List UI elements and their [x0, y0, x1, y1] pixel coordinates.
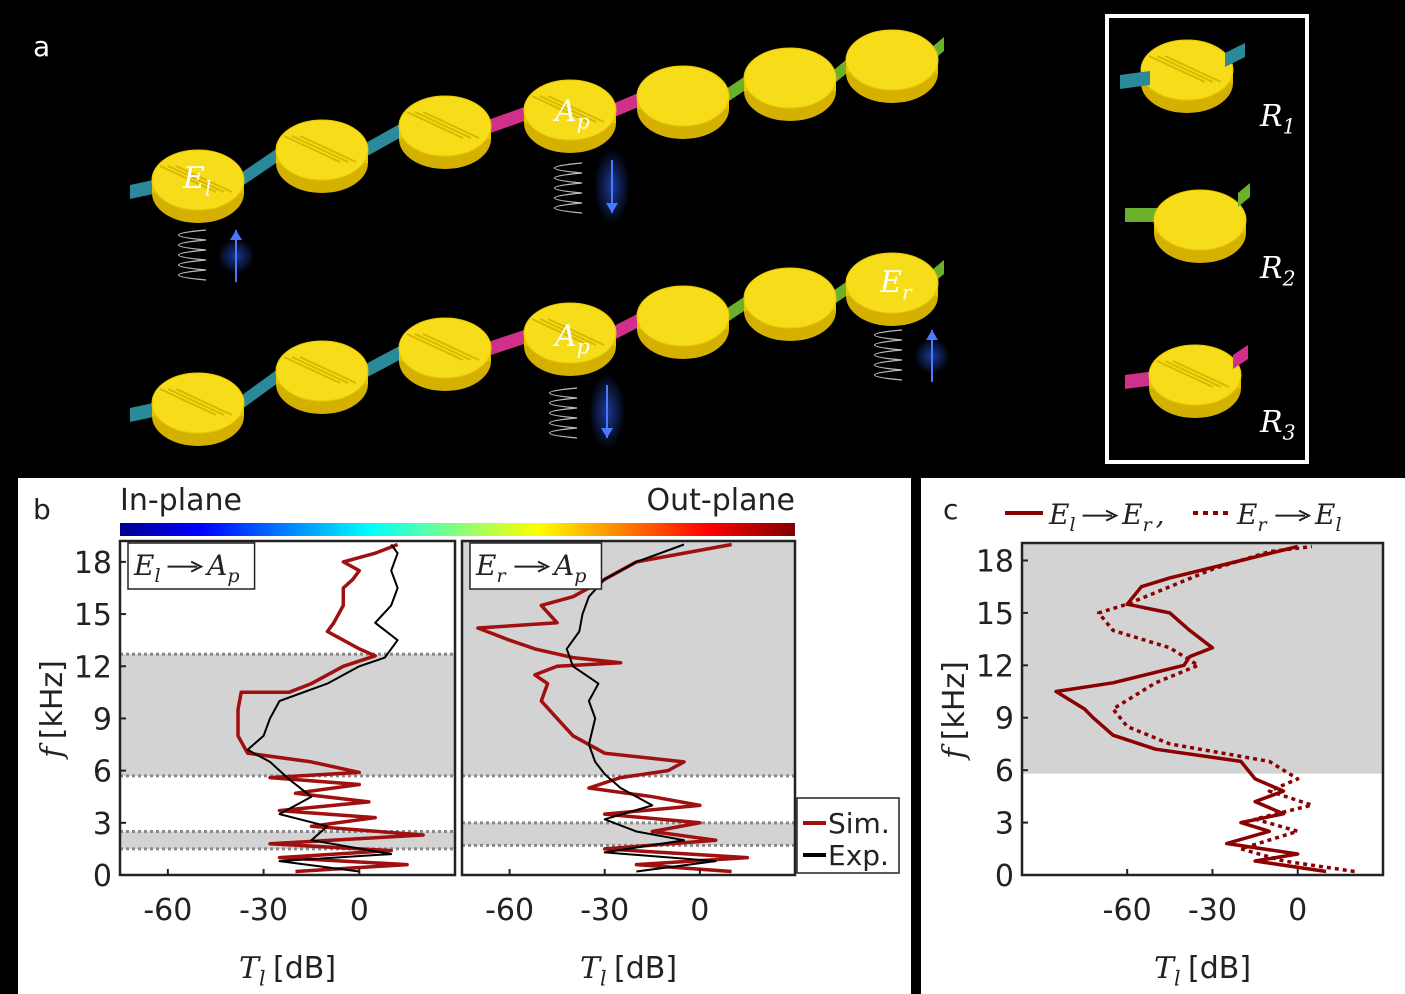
y-tick-label: 3	[93, 807, 112, 842]
figure: aElApApErR1R2R3-60-3000369121518Tl[dB]f[…	[0, 0, 1405, 994]
unit: [dB]	[614, 951, 677, 986]
y-tick-label: 18	[976, 544, 1014, 579]
disc-top	[1154, 190, 1246, 250]
subscript: 2	[1282, 267, 1296, 291]
symbol: E	[1236, 498, 1257, 531]
y-tick-label: 6	[995, 754, 1014, 789]
symbol: T	[1154, 951, 1176, 986]
suffix: ,	[1156, 498, 1165, 531]
unit: [kHz]	[937, 661, 972, 740]
y-tick-label: 18	[74, 546, 112, 581]
colorbar-label: Out-plane	[647, 483, 795, 518]
x-tick-label: 0	[690, 893, 709, 928]
x-tick-label: 0	[350, 893, 369, 928]
colorbar	[120, 523, 795, 536]
colorbar-label: In-plane	[120, 483, 242, 518]
x-tick-label: -60	[1103, 893, 1152, 928]
y-tick-label: 0	[93, 859, 112, 894]
x-tick-label: 0	[1288, 893, 1307, 928]
symbol: E	[1048, 498, 1069, 531]
subscript: p	[574, 565, 586, 587]
disc-top	[744, 268, 836, 328]
panel-letter: a	[33, 30, 50, 63]
subscript: l	[1336, 514, 1342, 536]
symbol: A	[552, 319, 577, 354]
unit: [kHz]	[35, 660, 70, 739]
symbol: R	[1259, 405, 1283, 440]
y-tick-label: 15	[976, 597, 1014, 632]
y-tick-label: 12	[976, 649, 1014, 684]
subscript: p	[227, 565, 239, 587]
unit: [dB]	[1188, 951, 1251, 986]
legend-label: Exp.	[828, 839, 889, 872]
subscript: p	[577, 110, 590, 134]
subscript: p	[577, 335, 590, 359]
symbol: T	[580, 951, 602, 986]
x-tick-label: -30	[1188, 893, 1237, 928]
subscript: l	[1174, 967, 1181, 991]
symbol: E	[879, 265, 902, 300]
symbol: R	[1259, 99, 1283, 134]
x-tick-label: -30	[580, 893, 629, 928]
shaded-band	[1022, 543, 1383, 774]
symbol: T	[239, 951, 261, 986]
y-tick-label: 9	[93, 702, 112, 737]
symbol: A	[552, 94, 577, 129]
y-tick-label: 12	[74, 650, 112, 685]
math-label: Tl [dB]	[580, 951, 677, 991]
subscript: 1	[1283, 115, 1296, 139]
y-tick-label: 3	[995, 807, 1014, 842]
subscript: l	[600, 967, 607, 991]
panel-letter: b	[33, 493, 51, 526]
disc-top	[846, 30, 938, 90]
symbol: E	[1314, 498, 1335, 531]
subscript: l	[205, 177, 212, 201]
symbol: R	[1259, 251, 1283, 286]
subscript: l	[259, 967, 266, 991]
symbol: E	[182, 161, 205, 196]
y-tick-label: 0	[995, 859, 1014, 894]
x-tick-label: -60	[143, 893, 192, 928]
x-tick-label: -60	[485, 893, 534, 928]
unit: [dB]	[273, 951, 336, 986]
math-label: Tl [dB]	[1154, 951, 1251, 991]
subscript: l	[154, 565, 160, 587]
symbol: A	[551, 549, 574, 582]
page: aElApApErR1R2R3-60-3000369121518Tl[dB]f[…	[0, 0, 1405, 994]
subscript: l	[1069, 514, 1075, 536]
legend-label: Sim.	[828, 807, 890, 840]
symbol: E	[475, 549, 496, 582]
x-tick-label: -30	[239, 893, 288, 928]
y-tick-label: 9	[995, 702, 1014, 737]
y-tick-label: 15	[74, 598, 112, 633]
symbol: E	[133, 549, 154, 582]
disc-top	[744, 48, 836, 108]
disc-top	[637, 66, 729, 126]
symbol: A	[204, 549, 227, 582]
subscript: 3	[1283, 421, 1296, 445]
subscript: r	[902, 281, 913, 305]
panel-letter: c	[943, 493, 958, 526]
symbol: E	[1121, 498, 1142, 531]
disc-top	[637, 286, 729, 346]
y-tick-label: 6	[93, 755, 112, 790]
shaded-band	[462, 823, 795, 846]
math-label: Tl [dB]	[239, 951, 336, 991]
